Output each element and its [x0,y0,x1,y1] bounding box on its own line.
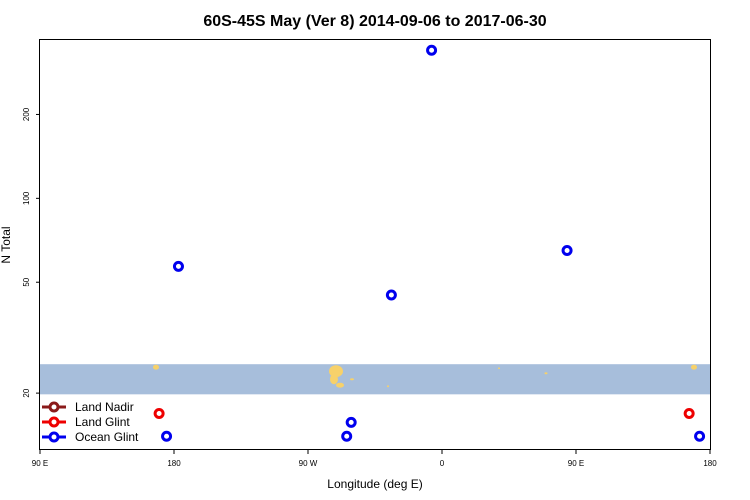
data-point [561,244,573,256]
data-point [385,289,397,301]
data-point [426,44,438,56]
legend-label: Ocean Glint [75,430,139,444]
data-point [153,408,165,420]
y-tick-label: 20 [22,388,31,397]
y-axis: 20 50 100 200 [22,107,40,398]
x-tick-label: 90 E [568,459,584,468]
x-axis: 90 E 180 90 W 0 90 E 180 [32,450,717,468]
data-point [683,408,695,420]
x-tick-label: 180 [167,459,181,468]
map-land [544,372,548,375]
x-axis-label: Longitude (deg E) [327,477,422,491]
x-tick-label: 180 [703,459,717,468]
y-tick-label: 50 [22,277,31,286]
map-ocean [40,364,710,395]
data-points [153,44,706,442]
map-land [153,364,159,370]
map-land [330,374,338,385]
x-tick-label: 90 W [299,459,318,468]
data-point [161,430,173,442]
legend-marker [48,401,60,413]
y-axis-label: N Total [0,226,13,263]
legend-marker [48,416,60,428]
y-tick-label: 100 [22,191,31,205]
legend-marker [48,431,60,443]
data-point [341,430,353,442]
map-land [350,378,354,381]
map-land [387,385,389,388]
legend-label: Land Glint [75,415,130,429]
data-point [345,416,357,428]
y-tick-label: 200 [22,107,31,121]
map-land [329,365,343,378]
x-tick-label: 0 [440,459,445,468]
map-band [40,364,710,395]
map-land [336,382,344,388]
map-land [498,367,500,369]
plot-frame [39,39,711,450]
data-point [172,260,184,272]
chart-title: 60S-45S May (Ver 8) 2014-09-06 to 2017-0… [203,13,546,30]
map-land [691,364,697,370]
legend-label: Land Nadir [75,400,134,414]
x-tick-label: 90 E [32,459,48,468]
data-point [694,430,706,442]
